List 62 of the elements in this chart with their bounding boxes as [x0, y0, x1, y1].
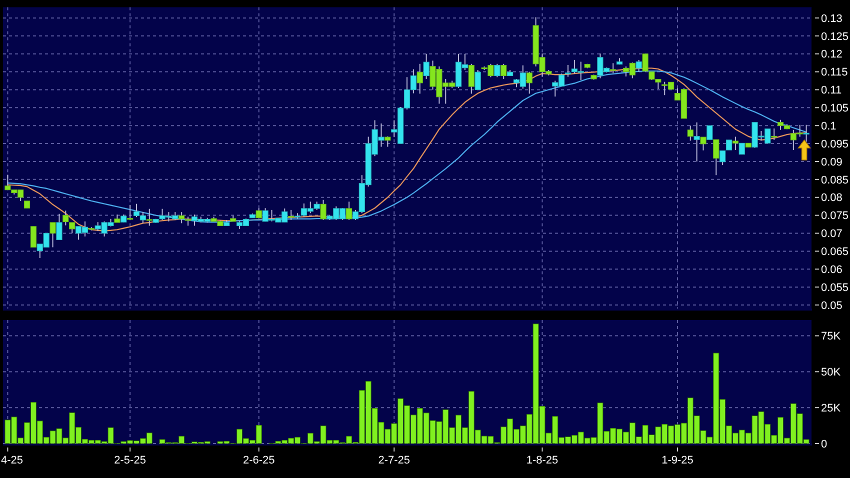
candlestick [30, 226, 36, 248]
y-tick-label: 0.12 [821, 48, 842, 61]
candlestick [56, 213, 62, 240]
candlestick [694, 122, 700, 162]
y-tick-label: 0.05 [821, 300, 842, 312]
y-tick-label: 25K [821, 402, 842, 414]
candlestick [687, 125, 694, 142]
y-tick-label: 0.095 [821, 138, 849, 150]
y-tick-label: 0.125 [821, 30, 849, 43]
candlestick [127, 204, 134, 220]
candlestick [526, 71, 532, 94]
y-tick-label: 0.09 [821, 156, 842, 168]
candlestick [256, 208, 262, 218]
candlestick [423, 53, 430, 80]
candlestick [720, 150, 726, 166]
candlestick [416, 63, 423, 94]
y-tick-label: 0.085 [821, 174, 849, 186]
candlestick [803, 124, 810, 142]
x-tick-label: 1-8-25 [526, 454, 558, 466]
candlestick [178, 212, 185, 224]
candlestick [564, 64, 572, 78]
x-tick-label: 2-6-25 [242, 454, 275, 466]
candlestick [146, 208, 152, 226]
y-tick-label: 0.13 [821, 12, 842, 25]
y-tick-label: 0.065 [821, 246, 849, 258]
y-tick-label: 0.11 [821, 84, 842, 97]
candlestick [69, 222, 76, 234]
candlestick [288, 209, 294, 220]
candlestick [713, 139, 720, 176]
y-tick-label: 0.1 [821, 120, 836, 132]
candlestick [726, 140, 732, 150]
candlestick [771, 128, 778, 140]
y-tick-label: 0.07 [821, 228, 842, 240]
candlestick [494, 63, 500, 78]
y-tick-label: 50K [821, 366, 842, 379]
y-tick-label: 0.075 [821, 210, 849, 222]
candlestick [738, 142, 745, 155]
x-tick-label: 2-7-25 [378, 454, 410, 466]
x-tick-label: 1-9-25 [662, 454, 694, 466]
candlestick [642, 52, 648, 72]
candlestick [636, 59, 642, 72]
candlestick [468, 63, 474, 94]
y-tick-label: 75K [821, 330, 842, 343]
candlestick [62, 210, 69, 226]
candlestick [706, 125, 713, 140]
candlestick [384, 136, 391, 148]
candlestick [500, 63, 507, 80]
candlestick [320, 199, 326, 220]
y-tick-label: 0.115 [821, 66, 848, 79]
candlestick [346, 201, 352, 220]
candlestick [474, 69, 481, 90]
candlestick [732, 136, 738, 151]
y-tick-label: 0.08 [821, 192, 842, 204]
candlestick [610, 62, 616, 74]
candlestick [700, 136, 706, 151]
y-tick-label: 0 [821, 438, 828, 450]
x-tick-label: 2-5-25 [114, 454, 146, 466]
y-tick-label: 0.055 [821, 282, 849, 294]
candlestick [50, 222, 56, 248]
y-tick-label: 0.105 [821, 102, 849, 115]
x-tick-label: 4-25 [1, 454, 24, 466]
y-tick-label: 0.06 [821, 264, 842, 276]
